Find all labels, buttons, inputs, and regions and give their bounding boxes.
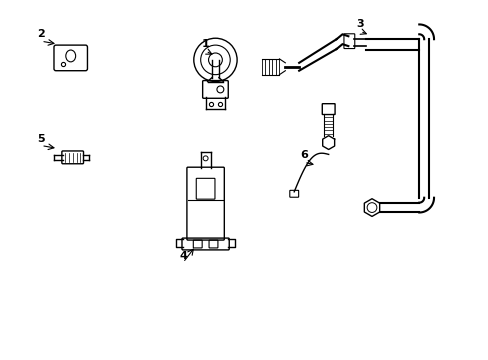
Text: 2: 2: [37, 29, 45, 39]
Text: 1: 1: [202, 39, 209, 49]
Text: 3: 3: [356, 19, 363, 30]
Text: 5: 5: [37, 134, 45, 144]
Text: 4: 4: [179, 251, 186, 261]
Text: 6: 6: [300, 150, 307, 161]
